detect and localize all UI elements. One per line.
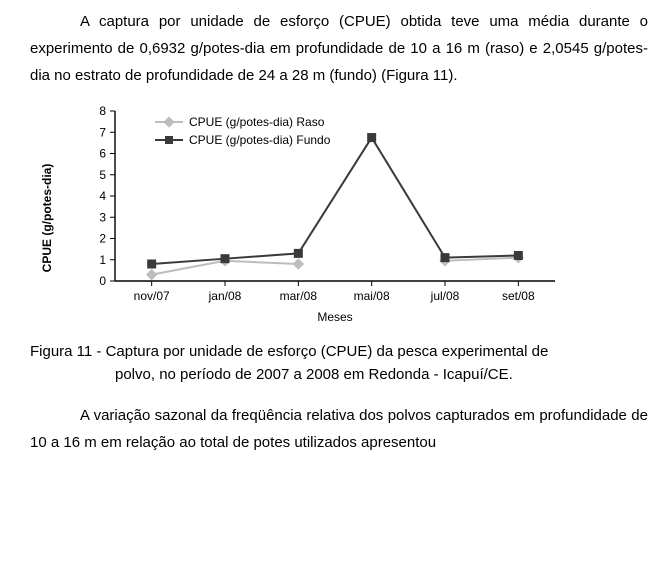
- svg-text:5: 5: [99, 168, 106, 182]
- legend-label: CPUE (g/potes-dia) Raso: [189, 115, 324, 129]
- legend-row: CPUE (g/potes-dia) Fundo: [155, 133, 330, 147]
- svg-text:mar/08: mar/08: [280, 289, 318, 303]
- svg-text:jan/08: jan/08: [208, 289, 242, 303]
- svg-text:2: 2: [99, 232, 106, 246]
- svg-text:8: 8: [99, 104, 106, 118]
- svg-text:6: 6: [99, 147, 106, 161]
- paragraph-1: A captura por unidade de esforço (CPUE) …: [0, 8, 648, 89]
- paragraph-1-text: A captura por unidade de esforço (CPUE) …: [30, 13, 648, 84]
- paragraph-2-text: A variação sazonal da freqüência relativ…: [30, 407, 648, 451]
- cpue-chart: 0 1 2 3 4 5 6 7 8 nov/07 jan/08 mar/08 mai/08 jul/08 s…: [55, 103, 575, 333]
- legend-label: CPUE (g/potes-dia) Fundo: [189, 133, 330, 147]
- figure-caption: Figura 11 - Captura por unidade de esfor…: [0, 341, 648, 386]
- paragraph-2: A variação sazonal da freqüência relativ…: [0, 402, 648, 456]
- svg-text:nov/07: nov/07: [134, 289, 170, 303]
- chart-legend: CPUE (g/potes-dia) Raso CPUE (g/potes-dia…: [155, 115, 330, 151]
- figure-caption-line1: Figura 11 - Captura por unidade de esfor…: [30, 343, 548, 360]
- legend-row: CPUE (g/potes-dia) Raso: [155, 115, 330, 129]
- svg-text:7: 7: [99, 125, 106, 139]
- svg-text:4: 4: [99, 189, 106, 203]
- svg-text:jul/08: jul/08: [430, 289, 460, 303]
- svg-text:set/08: set/08: [502, 289, 535, 303]
- svg-text:0: 0: [99, 274, 106, 288]
- svg-text:Meses: Meses: [317, 310, 352, 324]
- y-axis-label: CPUE (g/potes-dia): [40, 164, 54, 273]
- figure-caption-line2: polvo, no período de 2007 a 2008 em Redo…: [30, 364, 648, 387]
- svg-text:mai/08: mai/08: [354, 289, 390, 303]
- svg-text:3: 3: [99, 210, 106, 224]
- document-page: A captura por unidade de esforço (CPUE) …: [0, 0, 648, 456]
- svg-text:1: 1: [99, 253, 106, 267]
